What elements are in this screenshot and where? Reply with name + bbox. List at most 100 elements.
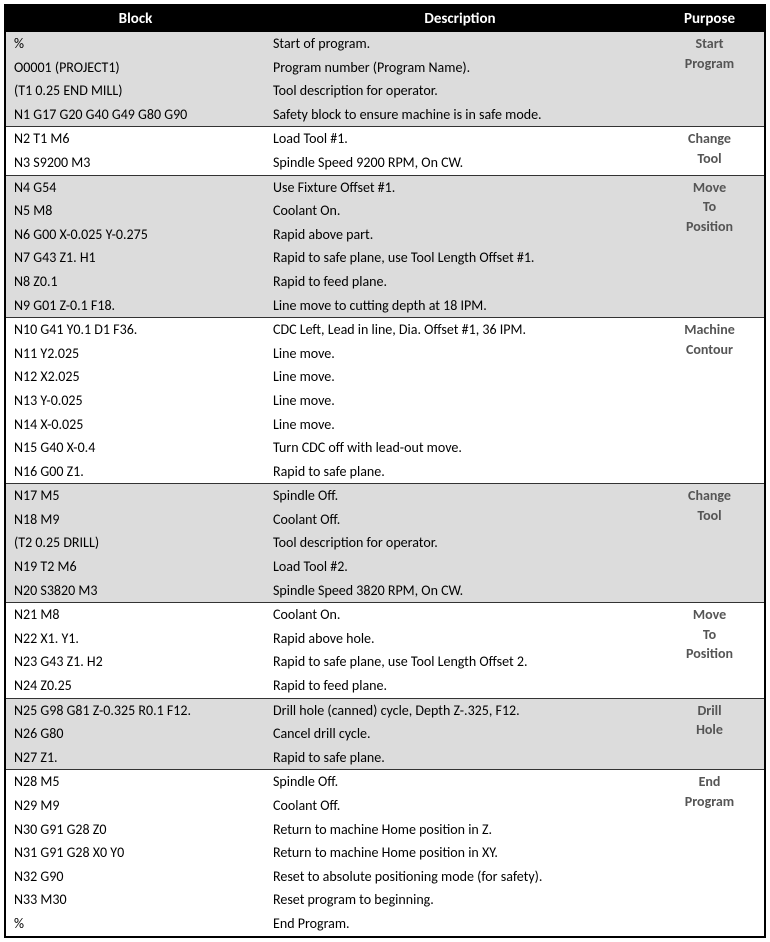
header-desc: Description bbox=[265, 5, 655, 32]
cell-block: N14 X-0.025 bbox=[5, 413, 265, 437]
cell-description: Return to machine Home position in XY. bbox=[265, 841, 655, 865]
cell-description: Line move to cutting depth at 18 IPM. bbox=[265, 294, 655, 318]
table-row: N5 M8Coolant On. bbox=[5, 199, 765, 223]
cell-block: N20 S3820 M3 bbox=[5, 579, 265, 603]
table-row: N16 G00 Z1.Rapid to safe plane. bbox=[5, 460, 765, 484]
header-purpose: Purpose bbox=[655, 5, 765, 32]
cell-purpose: ChangeTool bbox=[655, 127, 765, 175]
cell-description: Rapid to safe plane, use Tool Length Off… bbox=[265, 650, 655, 674]
header-row: Block Description Purpose bbox=[5, 5, 765, 32]
cell-purpose: MachineContour bbox=[655, 318, 765, 484]
cell-block: N5 M8 bbox=[5, 199, 265, 223]
cell-block: N21 M8 bbox=[5, 603, 265, 627]
cell-description: Cancel drill cycle. bbox=[265, 722, 655, 746]
cell-description: Spindle Speed 3820 RPM, On CW. bbox=[265, 579, 655, 603]
cell-description: Load Tool #1. bbox=[265, 127, 655, 151]
cell-description: Spindle Speed 9200 RPM, On CW. bbox=[265, 151, 655, 175]
cell-description: Line move. bbox=[265, 342, 655, 366]
cell-block: N9 G01 Z-0.1 F18. bbox=[5, 294, 265, 318]
cell-block: % bbox=[5, 912, 265, 937]
cell-block: % bbox=[5, 32, 265, 56]
cell-block: N16 G00 Z1. bbox=[5, 460, 265, 484]
table-row: N9 G01 Z-0.1 F18.Line move to cutting de… bbox=[5, 294, 765, 318]
cell-block: N28 M5 bbox=[5, 770, 265, 794]
cell-description: Rapid to safe plane. bbox=[265, 460, 655, 484]
cell-purpose: ChangeTool bbox=[655, 484, 765, 603]
cell-description: Rapid to feed plane. bbox=[265, 674, 655, 698]
cell-description: Return to machine Home position in Z. bbox=[265, 818, 655, 842]
cell-block: N17 M5 bbox=[5, 484, 265, 508]
table-row: N6 G00 X-0.025 Y-0.275Rapid above part. bbox=[5, 223, 765, 247]
cell-block: N32 G90 bbox=[5, 865, 265, 889]
cell-block: N23 G43 Z1. H2 bbox=[5, 650, 265, 674]
cell-description: Drill hole (canned) cycle, Depth Z-.325,… bbox=[265, 698, 655, 722]
cell-description: Line move. bbox=[265, 389, 655, 413]
table-row: N26 G80Cancel drill cycle. bbox=[5, 722, 765, 746]
table-row: N13 Y-0.025Line move. bbox=[5, 389, 765, 413]
cell-block: N8 Z0.1 bbox=[5, 270, 265, 294]
cell-description: Safety block to ensure machine is in saf… bbox=[265, 103, 655, 127]
cell-description: Reset program to beginning. bbox=[265, 888, 655, 912]
cell-block: N6 G00 X-0.025 Y-0.275 bbox=[5, 223, 265, 247]
table-row: N21 M8Coolant On.MoveToPosition bbox=[5, 603, 765, 627]
cell-block: N31 G91 G28 X0 Y0 bbox=[5, 841, 265, 865]
cell-description: Rapid above hole. bbox=[265, 627, 655, 651]
table-row: N28 M5Spindle Off.EndProgram bbox=[5, 770, 765, 794]
cell-block: O0001 (PROJECT1) bbox=[5, 56, 265, 80]
table-row: N22 X1. Y1.Rapid above hole. bbox=[5, 627, 765, 651]
cell-description: Reset to absolute positioning mode (for … bbox=[265, 865, 655, 889]
cnc-program-table: Block Description Purpose %Start of prog… bbox=[4, 4, 766, 938]
cell-description: Line move. bbox=[265, 365, 655, 389]
table-row: N29 M9Coolant Off. bbox=[5, 794, 765, 818]
cell-block: N2 T1 M6 bbox=[5, 127, 265, 151]
cell-block: N15 G40 X-0.4 bbox=[5, 436, 265, 460]
table-row: N31 G91 G28 X0 Y0Return to machine Home … bbox=[5, 841, 765, 865]
table-row: N14 X-0.025Line move. bbox=[5, 413, 765, 437]
cell-block: N4 G54 bbox=[5, 175, 265, 199]
table-body: %Start of program.StartProgramO0001 (PRO… bbox=[5, 32, 765, 937]
table-row: N27 Z1.Rapid to safe plane. bbox=[5, 746, 765, 770]
table-row: N20 S3820 M3Spindle Speed 3820 RPM, On C… bbox=[5, 579, 765, 603]
table-row: N33 M30Reset program to beginning. bbox=[5, 888, 765, 912]
cell-block: N12 X2.025 bbox=[5, 365, 265, 389]
cell-description: Coolant Off. bbox=[265, 508, 655, 532]
cell-description: Coolant On. bbox=[265, 603, 655, 627]
table-row: N15 G40 X-0.4Turn CDC off with lead-out … bbox=[5, 436, 765, 460]
cell-block: N1 G17 G20 G40 G49 G80 G90 bbox=[5, 103, 265, 127]
table-row: N10 G41 Y0.1 D1 F36.CDC Left, Lead in li… bbox=[5, 318, 765, 342]
cell-description: Coolant Off. bbox=[265, 794, 655, 818]
cell-block: N13 Y-0.025 bbox=[5, 389, 265, 413]
table-row: N23 G43 Z1. H2Rapid to safe plane, use T… bbox=[5, 650, 765, 674]
cell-description: Coolant On. bbox=[265, 199, 655, 223]
cell-block: (T2 0.25 DRILL) bbox=[5, 531, 265, 555]
table-row: N32 G90Reset to absolute positioning mod… bbox=[5, 865, 765, 889]
cell-description: Program number (Program Name). bbox=[265, 56, 655, 80]
cell-block: N26 G80 bbox=[5, 722, 265, 746]
table-row: N17 M5Spindle Off.ChangeTool bbox=[5, 484, 765, 508]
cell-description: Spindle Off. bbox=[265, 770, 655, 794]
cell-description: Line move. bbox=[265, 413, 655, 437]
cell-block: N25 G98 G81 Z-0.325 R0.1 F12. bbox=[5, 698, 265, 722]
table-row: N7 G43 Z1. H1Rapid to safe plane, use To… bbox=[5, 246, 765, 270]
table-row: N24 Z0.25Rapid to feed plane. bbox=[5, 674, 765, 698]
table-row: N25 G98 G81 Z-0.325 R0.1 F12.Drill hole … bbox=[5, 698, 765, 722]
table-row: O0001 (PROJECT1)Program number (Program … bbox=[5, 56, 765, 80]
cell-description: Rapid to safe plane, use Tool Length Off… bbox=[265, 246, 655, 270]
table-row: N4 G54Use Fixture Offset #1.MoveToPositi… bbox=[5, 175, 765, 199]
table-row: (T2 0.25 DRILL)Tool description for oper… bbox=[5, 531, 765, 555]
table-row: N11 Y2.025Line move. bbox=[5, 342, 765, 366]
cell-block: N29 M9 bbox=[5, 794, 265, 818]
cell-purpose: MoveToPosition bbox=[655, 175, 765, 318]
cell-block: N10 G41 Y0.1 D1 F36. bbox=[5, 318, 265, 342]
cell-block: N19 T2 M6 bbox=[5, 555, 265, 579]
cell-description: Turn CDC off with lead-out move. bbox=[265, 436, 655, 460]
cell-block: N11 Y2.025 bbox=[5, 342, 265, 366]
cell-description: Rapid above part. bbox=[265, 223, 655, 247]
cell-purpose: DrillHole bbox=[655, 698, 765, 770]
cell-description: End Program. bbox=[265, 912, 655, 937]
cell-block: N18 M9 bbox=[5, 508, 265, 532]
cell-description: CDC Left, Lead in line, Dia. Offset #1, … bbox=[265, 318, 655, 342]
cell-description: Use Fixture Offset #1. bbox=[265, 175, 655, 199]
cell-block: N7 G43 Z1. H1 bbox=[5, 246, 265, 270]
cell-description: Tool description for operator. bbox=[265, 79, 655, 103]
